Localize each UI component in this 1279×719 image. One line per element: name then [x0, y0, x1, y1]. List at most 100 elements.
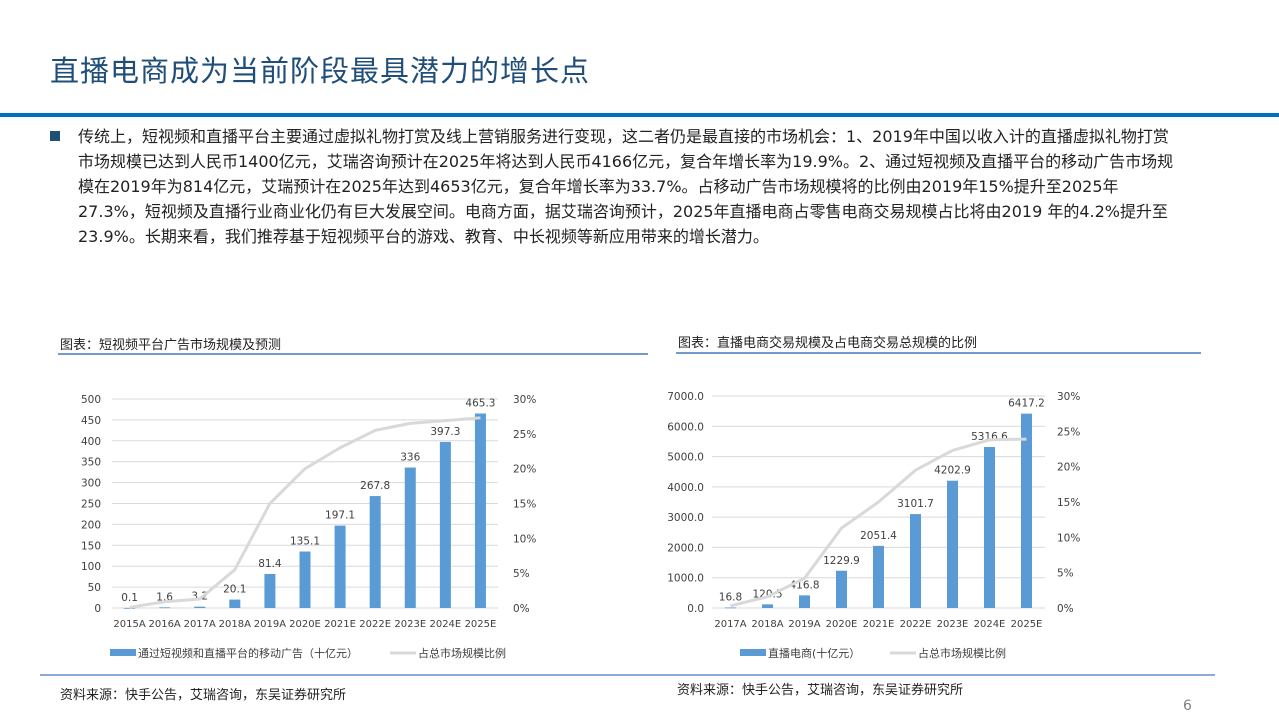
bar [334, 525, 346, 608]
x-tick: 2020E [289, 619, 321, 630]
legend-bar-swatch [740, 649, 766, 656]
bar [404, 467, 416, 608]
y-left-tick: 150 [81, 540, 101, 552]
y-left-tick: 5000.0 [667, 452, 704, 464]
bar-value-label: 336 [400, 452, 420, 464]
y-right-tick: 15% [1057, 497, 1080, 509]
bar [799, 595, 810, 608]
legend-bar-label: 通过短视频和直播平台的移动广告（十亿元） [138, 646, 358, 660]
bar [910, 514, 921, 608]
x-tick: 2021E [324, 619, 356, 630]
right-caption-divider [676, 352, 1201, 354]
bar [725, 607, 736, 609]
bar-value-label: 4202.9 [934, 465, 971, 477]
page-title: 直播电商成为当前阶段最具潜力的增长点 [50, 54, 591, 88]
y-right-tick: 5% [513, 568, 530, 580]
x-tick: 2023E [937, 619, 969, 630]
bar [1021, 413, 1032, 608]
y-right-tick: 0% [513, 603, 530, 615]
bar-value-label: 267.8 [360, 480, 390, 492]
legend-bar-swatch [110, 649, 136, 656]
x-tick: 2022E [900, 619, 932, 630]
legend-line-label: 占总市场规模比例 [418, 646, 506, 660]
ad-market-chart: 0 50 100 150 200 250 300 350 400 450 500 0% 5% 10% 15%… [81, 394, 536, 660]
legend-line-label: 占总市场规模比例 [918, 646, 1006, 660]
x-tick: 2017A [714, 619, 746, 630]
y-left-tick: 0.0 [687, 603, 704, 615]
x-tick: 2015A [113, 619, 145, 630]
y-left-tick: 250 [81, 499, 101, 511]
bar [264, 573, 276, 608]
right-source-note: 资料来源：快手公告，艾瑞咨询，东吴证券研究所 [677, 683, 964, 698]
x-tick: 2021E [863, 619, 895, 630]
bar [947, 480, 958, 608]
bullet-square-icon [50, 131, 60, 141]
bar-value-label: 197.1 [325, 510, 355, 522]
x-tick: 2024E [974, 619, 1006, 630]
bar-value-label: 81.4 [258, 558, 282, 570]
left-chart-caption: 图表：短视频平台广告市场规模及预测 [60, 338, 282, 353]
y-right-tick: 5% [1057, 568, 1074, 580]
y-right-tick: 25% [513, 429, 536, 441]
y-left-tick: 2000.0 [667, 542, 704, 554]
bar [369, 496, 381, 608]
left-source-note: 资料来源：快手公告，艾瑞咨询，东吴证券研究所 [60, 688, 347, 703]
x-tick: 2018A [751, 619, 783, 630]
y-right-tick: 30% [513, 394, 536, 406]
bar [474, 413, 486, 608]
y-left-tick: 200 [81, 519, 101, 531]
bar [439, 441, 451, 608]
y-right-tick: 30% [1057, 391, 1080, 403]
y-left-tick: 6000.0 [667, 421, 704, 433]
y-left-tick: 7000.0 [667, 391, 704, 403]
bar-value-label: 416.8 [789, 579, 819, 591]
bar [836, 570, 847, 608]
legend-bar-label: 直播电商(十亿元） [768, 646, 860, 660]
left-caption-divider [58, 353, 648, 355]
x-tick: 2022E [359, 619, 391, 630]
x-tick: 2018A [219, 619, 251, 630]
y-left-tick: 350 [81, 457, 101, 469]
y-right-tick: 20% [513, 464, 536, 476]
share-line [730, 437, 1027, 608]
bar-value-label: 6417.2 [1008, 398, 1045, 410]
bar-value-label: 20.1 [223, 584, 246, 596]
bar [124, 607, 136, 609]
share-line [129, 416, 481, 609]
bar [159, 607, 171, 609]
bar-value-label: 2051.4 [860, 530, 897, 542]
bar-value-label: 1229.9 [823, 555, 860, 567]
bar-value-label: 3101.7 [897, 498, 934, 510]
y-right-tick: 10% [513, 533, 536, 545]
x-tick: 2024E [429, 619, 461, 630]
y-left-tick: 3000.0 [667, 512, 704, 524]
y-right-tick: 25% [1057, 426, 1080, 438]
y-left-tick: 0 [94, 603, 101, 615]
bar [762, 604, 773, 608]
bar-value-label: 465.3 [465, 398, 495, 410]
bar-value-label: 397.3 [430, 426, 460, 438]
y-left-tick: 100 [81, 561, 101, 573]
x-tick: 2017A [184, 619, 216, 630]
bar [229, 599, 241, 608]
x-tick: 2019A [254, 619, 286, 630]
x-tick: 2023E [394, 619, 426, 630]
x-tick: 2019A [788, 619, 820, 630]
bar [873, 545, 884, 608]
y-left-tick: 1000.0 [667, 573, 704, 585]
x-tick: 2025E [1011, 619, 1043, 630]
y-right-tick: 10% [1057, 532, 1080, 544]
bar [194, 606, 206, 608]
y-left-tick: 400 [81, 436, 101, 448]
y-right-tick: 20% [1057, 462, 1080, 474]
bar-value-label: 135.1 [290, 536, 320, 548]
source-divider [40, 674, 1215, 676]
bar-value-label: 16.8 [719, 591, 742, 603]
x-tick: 2020E [826, 619, 858, 630]
live-ecommerce-chart: 0.0 1000.0 2000.0 3000.0 4000.0 5000.0 6000.0 7… [667, 391, 1080, 660]
y-left-tick: 450 [81, 415, 101, 427]
x-tick: 2025E [465, 619, 497, 630]
bar-value-label: 0.1 [121, 592, 138, 604]
y-left-tick: 500 [81, 394, 101, 406]
bar [984, 446, 995, 608]
